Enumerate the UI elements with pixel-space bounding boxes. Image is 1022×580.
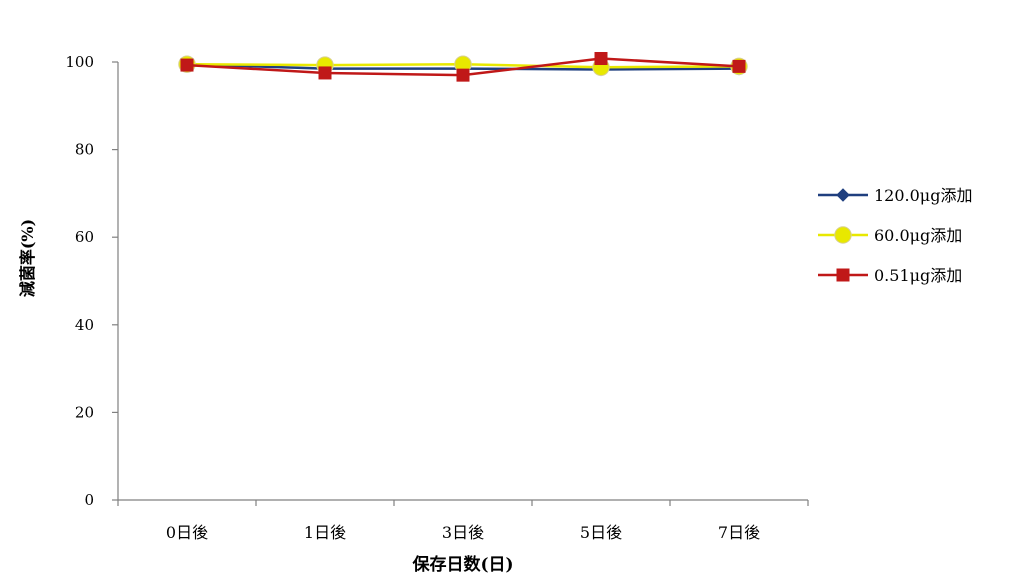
y-tick-label: 20 <box>75 403 94 421</box>
x-axis-label: 保存日数(日) <box>411 554 513 575</box>
legend-item: 120.0μg添加 <box>818 186 972 205</box>
legend-label: 0.51μg添加 <box>874 266 962 285</box>
y-axis-label: 減菌率(%) <box>18 219 37 297</box>
series-3 <box>180 51 746 82</box>
data-point <box>318 66 332 80</box>
legend-marker <box>834 226 852 244</box>
x-tick-label: 0日後 <box>166 523 208 542</box>
data-point <box>732 59 746 73</box>
y-tick-label: 0 <box>84 491 94 509</box>
legend: 120.0μg添加 60.0μg添加 0.51μg添加 <box>818 186 972 285</box>
y-tick-label: 60 <box>75 228 94 246</box>
data-point <box>180 58 194 72</box>
y-tick-label: 100 <box>65 53 94 71</box>
legend-item: 60.0μg添加 <box>818 226 962 245</box>
data-point <box>456 68 470 82</box>
legend-marker <box>836 188 850 202</box>
y-tick-label: 80 <box>75 141 94 159</box>
data-point <box>594 51 608 65</box>
axes <box>117 62 808 501</box>
x-tick-label: 1日後 <box>304 523 346 542</box>
series <box>178 51 748 82</box>
legend-item: 0.51μg添加 <box>818 266 962 285</box>
x-tick-label: 5日後 <box>580 523 622 542</box>
legend-label: 120.0μg添加 <box>874 186 972 205</box>
legend-marker <box>836 268 850 282</box>
x-tick-label: 7日後 <box>718 523 760 542</box>
x-ticks: 0日後 1日後 3日後 5日後 7日後 <box>117 500 809 542</box>
legend-label: 60.0μg添加 <box>874 226 962 245</box>
x-tick-label: 3日後 <box>442 523 484 542</box>
y-ticks: 0 20 40 60 80 100 <box>65 53 118 509</box>
y-tick-label: 40 <box>75 316 94 334</box>
